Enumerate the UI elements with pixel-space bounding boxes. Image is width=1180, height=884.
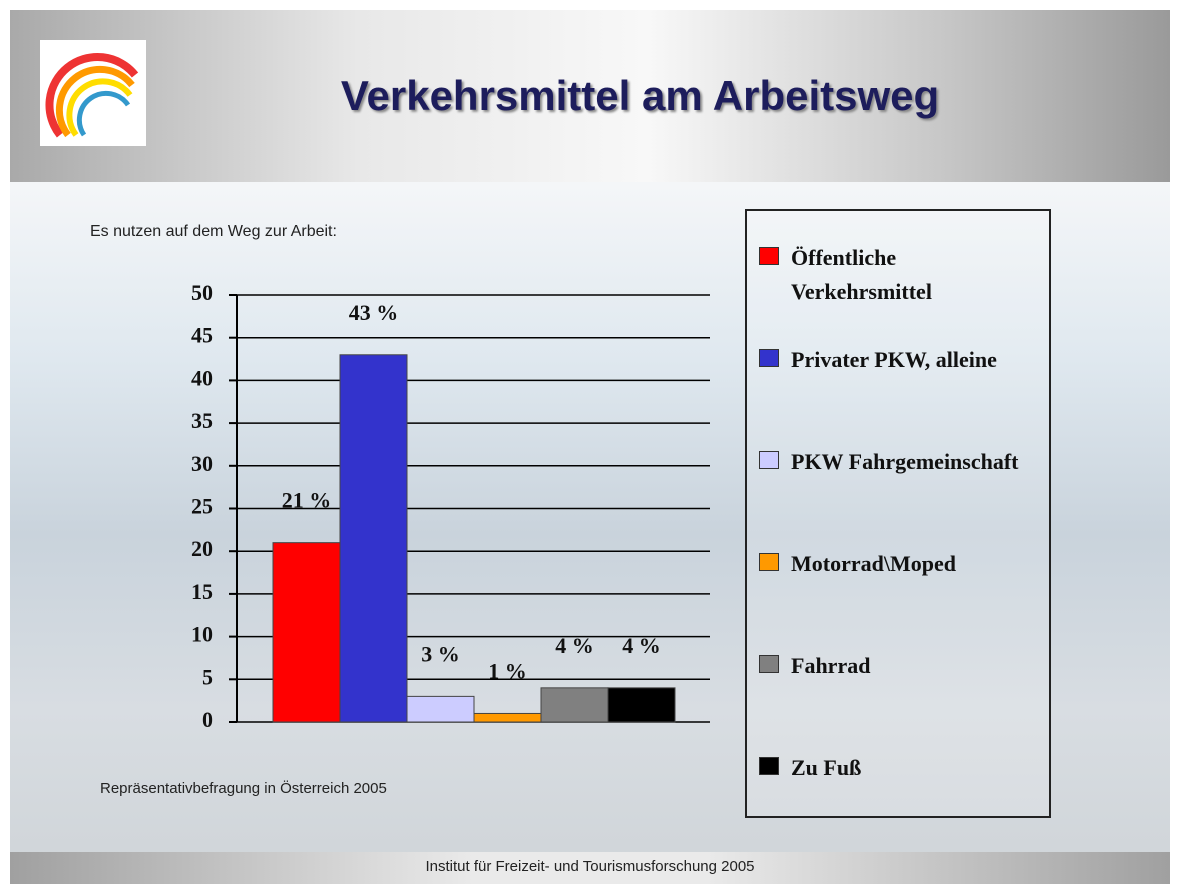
legend-label: Motorrad\Moped	[791, 547, 1039, 581]
slide: Verkehrsmittel am Arbeitsweg Es nutzen a…	[10, 10, 1170, 884]
value-label: 21 %	[282, 488, 332, 513]
legend-swatch	[759, 451, 779, 469]
y-tick-label: 40	[191, 365, 213, 390]
y-tick-label: 35	[191, 408, 213, 433]
bar	[407, 696, 474, 722]
source: Institut für Freizeit- und Tourismusfors…	[10, 858, 1170, 875]
legend-label: Fahrrad	[791, 649, 1039, 683]
legend: Öffentliche Verkehrsmittel Privater PKW, …	[745, 209, 1051, 818]
bar	[340, 355, 407, 722]
value-label: 43 %	[349, 300, 399, 325]
value-label: 4 %	[555, 633, 594, 658]
legend-swatch	[759, 349, 779, 367]
legend-swatch	[759, 553, 779, 571]
bar	[541, 688, 608, 722]
y-tick-label: 0	[202, 707, 213, 732]
y-tick-label: 30	[191, 451, 213, 476]
legend-label: Privater PKW, alleine	[791, 343, 1039, 377]
legend-label: PKW Fahrgemeinschaft	[791, 445, 1039, 479]
legend-label: Öffentliche Verkehrsmittel	[791, 241, 1039, 309]
page: Verkehrsmittel am Arbeitsweg Es nutzen a…	[0, 0, 1180, 884]
y-tick-label: 45	[191, 323, 213, 348]
legend-swatch	[759, 247, 779, 265]
bar	[608, 688, 675, 722]
value-label: 1 %	[488, 659, 527, 684]
bar	[273, 543, 340, 722]
value-label: 3 %	[421, 641, 460, 666]
y-tick-label: 5	[202, 664, 213, 689]
value-label: 4 %	[622, 633, 661, 658]
legend-swatch	[759, 757, 779, 775]
legend-label: Zu Fuß	[791, 751, 1039, 785]
y-tick-label: 20	[191, 536, 213, 561]
legend-swatch	[759, 655, 779, 673]
y-tick-label: 15	[191, 579, 213, 604]
y-tick-label: 25	[191, 494, 213, 519]
bar	[474, 713, 541, 722]
y-tick-label: 50	[191, 280, 213, 305]
y-tick-label: 10	[191, 622, 213, 647]
